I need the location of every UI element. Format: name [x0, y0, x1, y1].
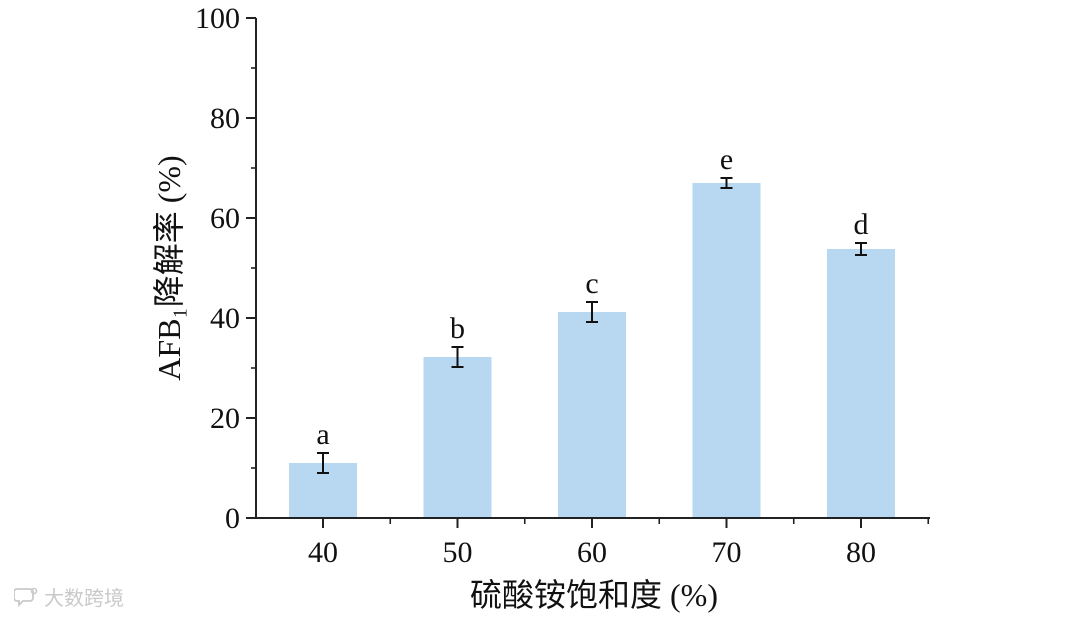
y-tick-label: 60	[210, 202, 240, 235]
significance-label: e	[720, 143, 733, 176]
x-tick-label: 60	[577, 536, 607, 569]
y-tick-label: 100	[195, 2, 240, 35]
y-tick-label: 40	[210, 302, 240, 335]
x-tick-label: 50	[443, 536, 473, 569]
chat-bubble-icon	[13, 586, 38, 608]
bars-layer	[289, 183, 895, 518]
bar	[692, 183, 761, 518]
significance-label: c	[585, 267, 598, 300]
bar	[423, 357, 492, 518]
y-axis-title: AFB₁降解率 (%)	[151, 155, 187, 380]
y-tick-label: 80	[210, 102, 240, 135]
bar	[558, 312, 626, 518]
significance-label: a	[316, 418, 329, 451]
x-tick-label: 40	[308, 536, 338, 569]
ticks-layer	[246, 17, 930, 528]
y-tick-label: 0	[225, 502, 240, 535]
x-axis-title: 硫酸铵饱和度 (%)	[470, 577, 718, 613]
x-tick-label: 70	[712, 536, 742, 569]
x-tick-label: 80	[846, 536, 876, 569]
labels-layer: 0 20 40 60 80 100 a 40 b 50 c 60 e 70 d 80	[195, 2, 876, 569]
y-tick-label: 20	[210, 402, 240, 435]
error-bars-layer	[317, 177, 867, 474]
bar	[827, 249, 895, 518]
significance-label: b	[450, 312, 465, 345]
significance-label: d	[854, 208, 869, 241]
watermark-text: 大数跨境	[44, 586, 124, 610]
watermark: 大数跨境	[13, 582, 124, 611]
